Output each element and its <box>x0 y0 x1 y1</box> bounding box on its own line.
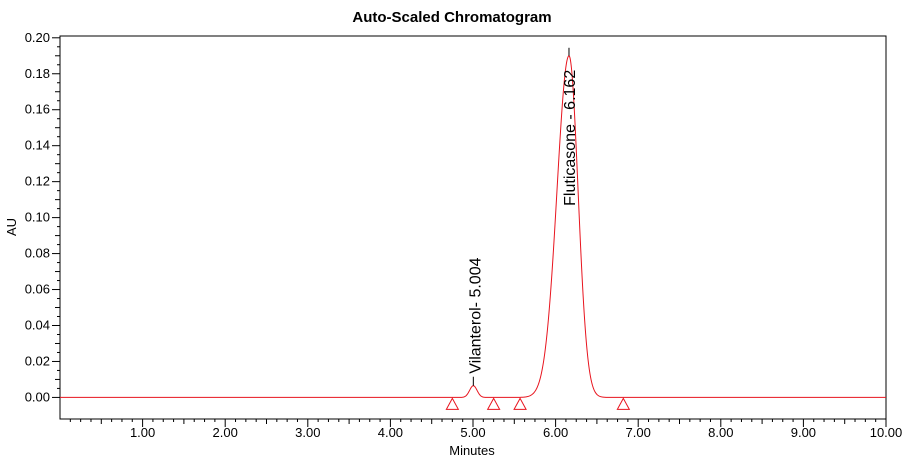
x-axis-ticks: 1.00 2.00 3.00 4.00 5.00 6.00 7.00 8.00 9.00 10.0… <box>69 419 903 440</box>
x-tick-label: 4.00 <box>378 425 403 440</box>
x-tick-label: 7.00 <box>626 425 651 440</box>
peak-label: Fluticasone - 6.162 <box>562 70 579 206</box>
peak-labels: Vilanterol- 5.004 Fluticasone - 6.162 <box>467 47 579 386</box>
y-tick-label: 0.08 <box>25 246 50 261</box>
x-axis-label: Minutes <box>449 443 495 458</box>
x-tick-label: 3.00 <box>295 425 320 440</box>
y-tick-label: 0.00 <box>25 389 50 404</box>
y-tick-label: 0.14 <box>25 138 50 153</box>
peak-label: Vilanterol- 5.004 <box>467 257 484 373</box>
integration-marker-icon <box>445 397 460 410</box>
y-tick-label: 0.02 <box>25 353 50 368</box>
y-tick-label: 0.20 <box>25 30 50 45</box>
integration-marker-icon <box>616 397 631 410</box>
y-axis-ticks: 0.00 0.02 0.04 0.06 0.08 0.10 0.12 0.14 0.16 0.18… <box>25 30 60 404</box>
y-tick-label: 0.10 <box>25 210 50 225</box>
y-tick-label: 0.18 <box>25 66 50 81</box>
x-tick-label: 1.00 <box>130 425 155 440</box>
integration-marker-icon <box>513 397 527 410</box>
y-axis-label: AU <box>4 218 19 236</box>
series-layer <box>60 55 886 398</box>
signal-trace <box>60 55 886 398</box>
x-tick-label: 2.00 <box>213 425 238 440</box>
y-tick-label: 0.12 <box>25 174 50 189</box>
y-tick-label: 0.04 <box>25 317 50 332</box>
y-tick-label: 0.16 <box>25 102 50 117</box>
integration-markers <box>445 397 631 410</box>
chart-title: Auto-Scaled Chromatogram <box>352 9 551 26</box>
x-tick-label: 5.00 <box>460 425 485 440</box>
x-tick-label: 9.00 <box>791 425 816 440</box>
y-tick-label: 0.06 <box>25 282 50 297</box>
x-tick-label: 8.00 <box>708 425 733 440</box>
x-tick-label: 10.00 <box>870 425 903 440</box>
x-tick-label: 6.00 <box>543 425 568 440</box>
integration-marker-icon <box>486 397 501 410</box>
